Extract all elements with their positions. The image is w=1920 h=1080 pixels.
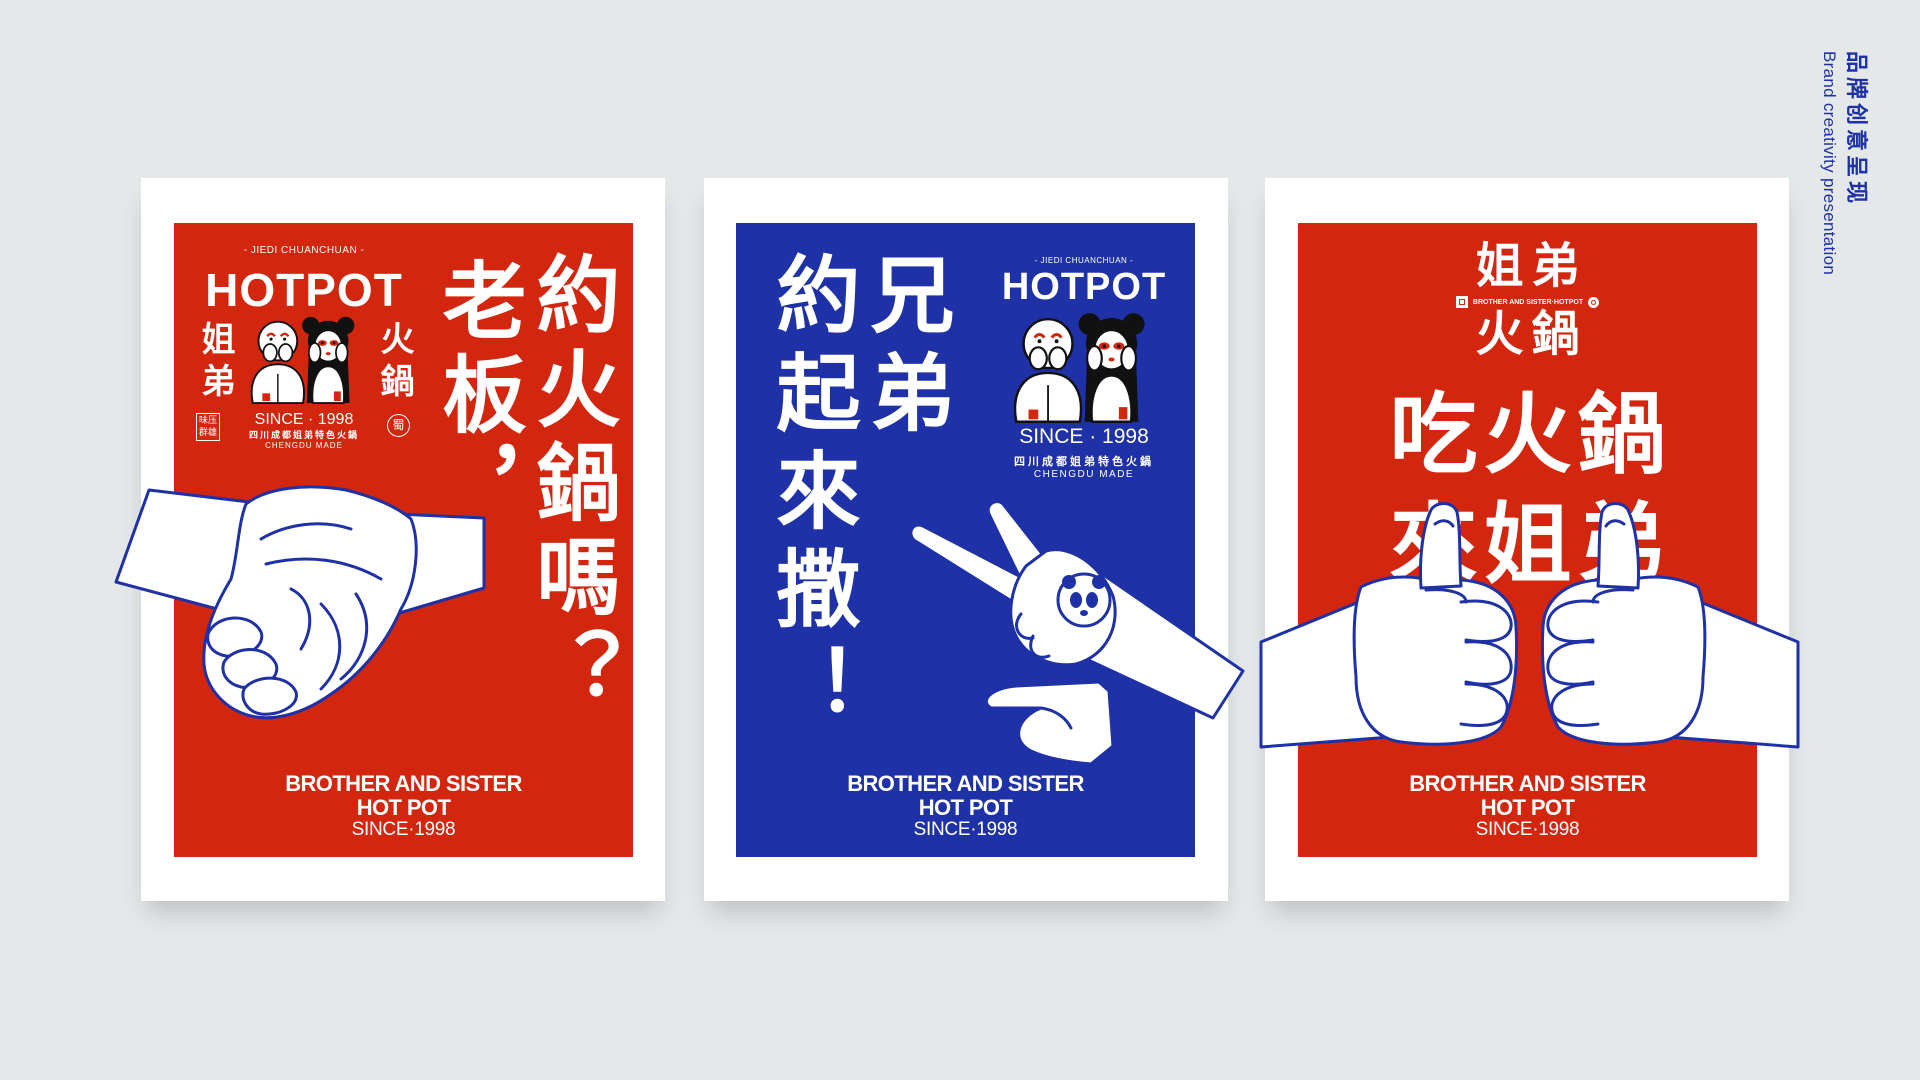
- headline-column-1: 兄弟: [857, 251, 955, 447]
- headline-column-1: 老板，: [429, 257, 527, 539]
- footer-line-2: HOT POT: [918, 795, 1013, 820]
- handshake-icon: [114, 485, 486, 720]
- footer-line-2: HOT POT: [356, 795, 451, 820]
- logo-wordmark: HOTPOT: [1001, 266, 1167, 308]
- logo-side-left: 姐弟: [195, 321, 235, 405]
- logo-stamp: 味压群雄: [196, 413, 220, 441]
- lower-hand: [984, 680, 1115, 766]
- footer-line-1: BROTHER AND SISTER: [1409, 771, 1646, 796]
- logo-subtitle: 四川成都姐弟特色火鍋: [1014, 455, 1154, 468]
- logo-mini-row: BROTHER AND SISTER·HOTPOT: [1298, 295, 1757, 309]
- panda-icon: [1056, 572, 1112, 628]
- footer-line-3: SINCE·1998: [913, 819, 1018, 840]
- logo-seal: 蜀: [387, 414, 410, 437]
- mascot-illustration: [1000, 307, 1162, 423]
- presentation-title-cn: 品牌创意呈现: [1843, 51, 1868, 208]
- headline-line-1: 吃火鍋: [1389, 383, 1672, 486]
- mascot-illustration: [241, 312, 367, 404]
- mini-stamp-icon: [1455, 296, 1468, 308]
- index-finger: [909, 523, 1025, 604]
- footer-line-2: HOT POT: [1480, 795, 1575, 820]
- footer-line-3: SINCE·1998: [1475, 819, 1580, 840]
- footer-line-1: BROTHER AND SISTER: [285, 771, 522, 796]
- poster-2-frame: 兄弟 約起來撒！ - JIEDI CHUANCHUAN - HOTPOT SIN…: [704, 178, 1228, 901]
- logo-origin: CHENGDU MADE: [1033, 469, 1135, 480]
- logo-side-right: 火鍋: [374, 321, 414, 405]
- logo-top-text: 姐弟: [1475, 238, 1588, 294]
- mini-seal-icon: [1588, 296, 1600, 308]
- logo-since: SINCE · 1998: [254, 411, 354, 428]
- logo-tagline: - JIEDI CHUANCHUAN -: [1034, 256, 1134, 265]
- thumb: [1596, 502, 1640, 590]
- logo-mini-tagline: BROTHER AND SISTER·HOTPOT: [1472, 298, 1584, 306]
- peace-sign-hand-icon: [909, 500, 1245, 766]
- logo-wordmark: HOTPOT: [205, 264, 403, 316]
- footer-line-3: SINCE·1998: [351, 819, 456, 840]
- logo-origin: CHENGDU MADE: [265, 441, 343, 450]
- headline-column-2: 約火鍋嗎？: [523, 251, 621, 721]
- thumb: [1419, 502, 1463, 590]
- poster-2-panel: 兄弟 約起來撒！ - JIEDI CHUANCHUAN - HOTPOT SIN…: [736, 223, 1195, 857]
- footer-line-1: BROTHER AND SISTER: [847, 771, 1084, 796]
- logo-since: SINCE · 1998: [1019, 425, 1149, 448]
- presentation-title-en: Brand creativity presentation: [1820, 51, 1839, 276]
- logo-bottom-text: 火鍋: [1475, 306, 1588, 362]
- thumbs-up-left-icon: [1259, 502, 1519, 749]
- logo-tagline: - JIEDI CHUANCHUAN -: [243, 245, 365, 256]
- logo-subtitle: 四川成都姐弟特色火鍋: [248, 431, 359, 441]
- headline-column-2: 約起來撒！: [763, 251, 861, 741]
- thumbs-up-right-icon: [1540, 502, 1800, 749]
